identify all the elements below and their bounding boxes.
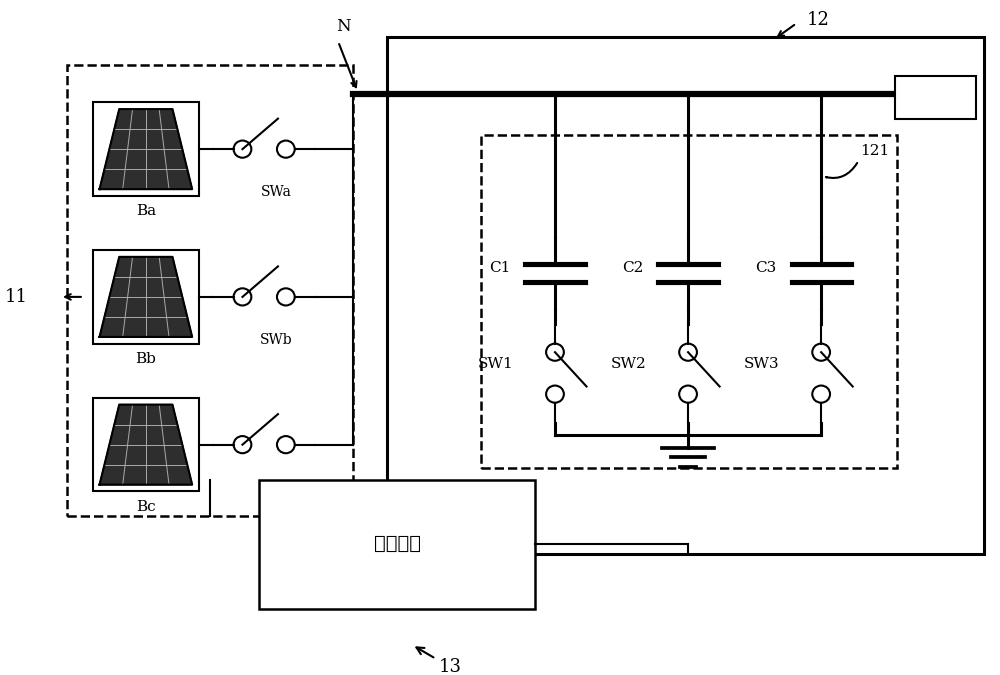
- Text: SWc: SWc: [260, 481, 292, 495]
- Text: Ba: Ba: [136, 205, 156, 219]
- Bar: [93, 250, 199, 344]
- Text: SW1: SW1: [478, 356, 514, 371]
- Polygon shape: [100, 257, 192, 337]
- Text: Bc: Bc: [136, 500, 156, 514]
- Text: 12: 12: [806, 11, 829, 30]
- FancyArrowPatch shape: [826, 163, 857, 178]
- Text: LC电路: LC电路: [916, 90, 956, 104]
- Text: 121: 121: [861, 144, 890, 158]
- Text: SWb: SWb: [260, 333, 292, 347]
- Bar: [259, 480, 535, 609]
- Polygon shape: [100, 109, 192, 189]
- Text: Bb: Bb: [135, 352, 156, 366]
- Text: C3: C3: [756, 261, 777, 275]
- Text: 13: 13: [416, 647, 462, 675]
- Text: SW2: SW2: [611, 356, 647, 371]
- Text: C1: C1: [489, 261, 511, 275]
- Bar: [387, 36, 984, 554]
- Text: SW3: SW3: [744, 356, 780, 371]
- Polygon shape: [100, 404, 192, 485]
- Text: 11: 11: [5, 288, 28, 306]
- Bar: [93, 398, 199, 491]
- Text: 控制电路: 控制电路: [374, 535, 421, 553]
- Bar: [93, 103, 199, 196]
- Text: C2: C2: [622, 261, 644, 275]
- Bar: [895, 76, 976, 119]
- Text: SWa: SWa: [261, 186, 291, 199]
- Text: N: N: [336, 18, 350, 34]
